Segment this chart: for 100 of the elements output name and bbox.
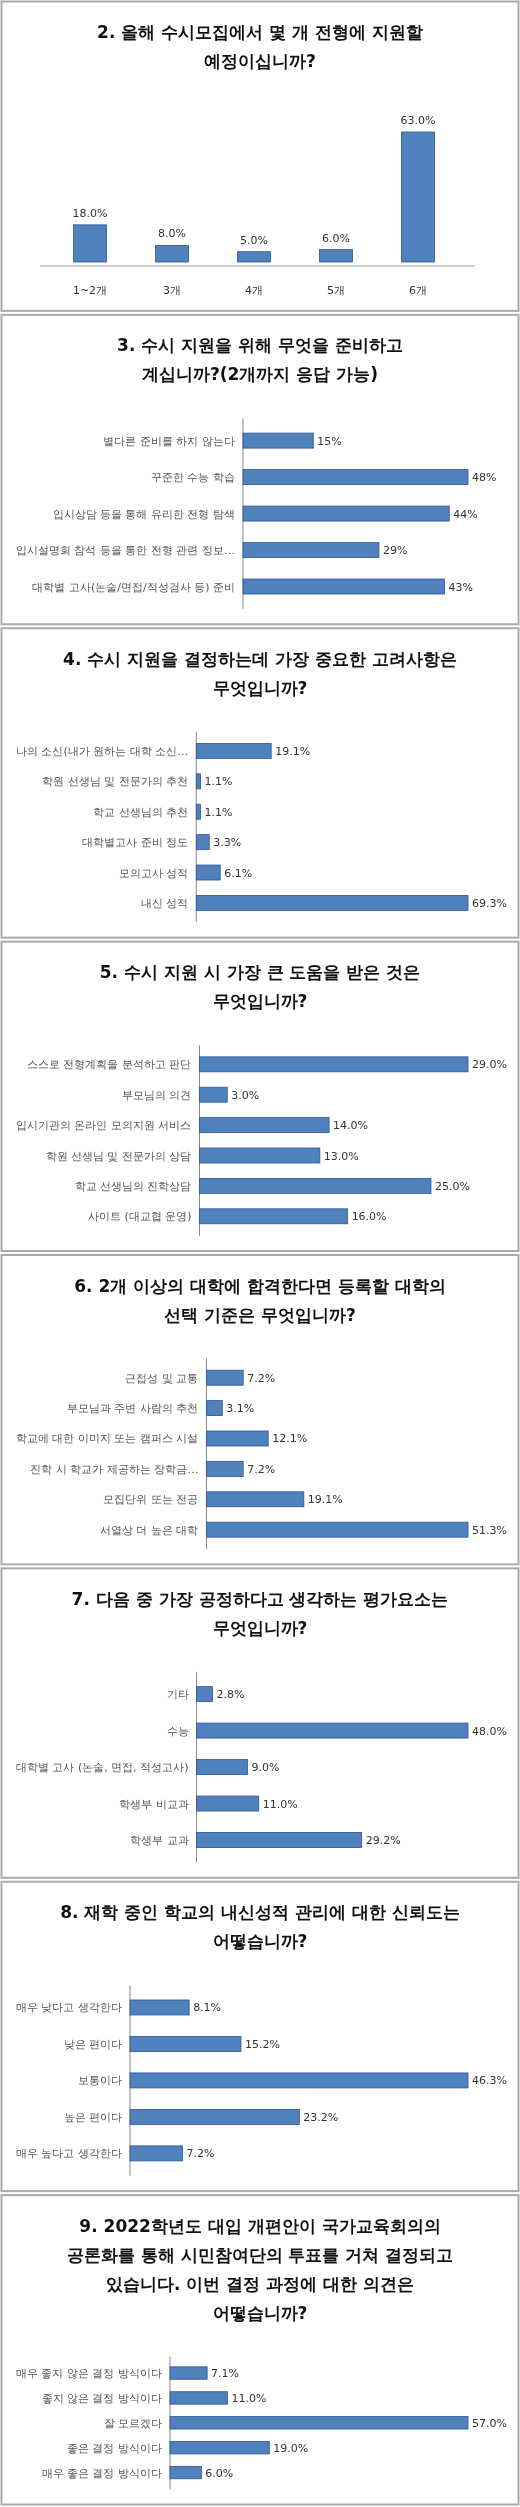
bar [129, 1999, 190, 2016]
data-label: 11.0% [262, 1797, 298, 1811]
data-label: 19.0% [273, 2441, 309, 2455]
data-label: 13.0% [323, 1149, 359, 1163]
y-tick-label: 대학별 고사 (논술, 면접, 적성고사) [16, 1761, 189, 1775]
bar [242, 432, 314, 449]
bar [199, 1086, 228, 1103]
bar [237, 251, 271, 263]
bar [195, 895, 469, 911]
bar [206, 1369, 244, 1386]
chart-title: 6. 2개 이상의 대학에 합격한다면 등록할 대학의 선택 기준은 무엇입니까? [74, 1275, 446, 1325]
data-label: 19.1% [307, 1493, 343, 1507]
chart-title: 9. 2022학년도 대입 개편안이 국가교육회의의 공론화를 통해 시민참여단의 투표를 거쳐 결정되고 있습니다. 이번 결정 과정에 대한 의견은 어떻습니까? [66, 2215, 454, 2323]
data-label: 29.2% [365, 1834, 401, 1848]
data-label: 5.0% [240, 233, 268, 247]
y-tick-label: 학교 선생님의 추천 [93, 805, 189, 819]
bar [129, 2109, 300, 2125]
data-label: 29% [382, 544, 408, 558]
bar [195, 743, 272, 759]
bar [129, 2072, 469, 2089]
chart-title: 3. 수시 지원을 위해 무엇을 준비하고 계십니까?(2개까지 응답 가능) [117, 335, 403, 385]
y-tick-label: 학교에 대한 이미지 또는 캠퍼스 시설 [16, 1432, 199, 1446]
y-tick-label: 대학별고사 준비 정도 [82, 836, 189, 850]
data-label: 6.1% [224, 866, 253, 880]
y-tick-label: 매우 낮다고 생각한다 [16, 2001, 122, 2015]
bar [169, 2366, 208, 2380]
y-tick-label: 꾸준한 수능 학습 [150, 471, 235, 485]
data-label: 8.1% [193, 2001, 222, 2015]
data-label: 2.8% [216, 1688, 245, 1702]
y-tick-label: 대학별 고사(논술/면접/적성검사 등) 준비 [32, 580, 235, 594]
data-label: 44% [453, 507, 478, 521]
bar [199, 1178, 432, 1194]
data-label: 6.0% [322, 231, 350, 245]
bar [206, 1400, 223, 1416]
bar [169, 2441, 270, 2455]
x-tick-label: 5개 [327, 284, 345, 297]
y-tick-label: 입시기관의 온라인 모의지원 서비스 [16, 1119, 192, 1133]
bar [206, 1460, 244, 1477]
bar [196, 1759, 248, 1775]
y-tick-label: 좋지 않은 결정 방식이다 [41, 2391, 162, 2405]
bar [242, 505, 450, 522]
data-label: 29.0% [472, 1058, 507, 1072]
x-tick-label: 1~2개 [72, 284, 108, 297]
data-label: 3.3% [213, 836, 242, 850]
data-label: 51.3% [472, 1523, 507, 1537]
data-label: 1.1% [204, 775, 233, 789]
bar [195, 834, 210, 851]
y-tick-label: 모의고사 성적 [118, 866, 189, 880]
y-tick-label: 낮은 편이다 [63, 2037, 122, 2051]
y-tick-label: 매우 좋은 결정 방식이다 [41, 2466, 162, 2480]
y-tick-label: 기타 [166, 1688, 189, 1702]
y-tick-label: 학원 선생님 및 전문가의 추천 [42, 775, 189, 789]
bar [242, 578, 445, 595]
chart-title: 4. 수시 지원을 결정하는데 가장 중요한 고려사항은 무엇입니까? [63, 648, 457, 698]
bar [195, 773, 201, 790]
y-tick-label: 보통이다 [78, 2074, 122, 2088]
y-tick-label: 수능 [166, 1724, 189, 1738]
y-tick-label: 근접성 및 교통 [125, 1371, 199, 1385]
bar [206, 1430, 269, 1447]
data-label: 8.0% [158, 227, 186, 241]
data-label: 7.2% [186, 2147, 215, 2161]
bar [73, 224, 107, 263]
data-label: 3.0% [231, 1088, 260, 1102]
bar [129, 2036, 242, 2052]
y-tick-label: 학교 선생님의 진학상담 [74, 1179, 192, 1193]
bar [196, 1832, 363, 1848]
bar [155, 245, 189, 263]
data-label: 46.3% [472, 2074, 507, 2088]
y-tick-label: 입시설명회 참석 등을 통한 전형 관련 정보… [16, 544, 235, 558]
chart-title: 8. 재학 중인 학교의 내신성적 관리에 대한 신뢰도는 어떻습니까? [60, 1902, 460, 1952]
data-label: 9.0% [251, 1761, 280, 1775]
y-tick-label: 사이트 (대교협 운영) [87, 1210, 192, 1224]
y-tick-label: 스스로 전형계획을 분석하고 판단 [27, 1058, 192, 1072]
bar [196, 1722, 469, 1739]
bar [199, 1056, 469, 1073]
bar [206, 1521, 469, 1538]
data-label: 11.0% [231, 2391, 267, 2405]
bar [199, 1147, 321, 1164]
bar [319, 249, 353, 263]
data-label: 69.3% [472, 896, 507, 910]
chart-title: 7. 다음 중 가장 공정하다고 생각하는 평가요소는 무엇입니까? [71, 1588, 449, 1638]
data-label: 63.0% [400, 114, 436, 127]
y-tick-label: 학생부 비교과 [119, 1797, 189, 1811]
data-label: 18.0% [72, 206, 108, 220]
bar [169, 2391, 228, 2405]
data-label: 57.0% [472, 2416, 507, 2430]
data-label: 19.1% [275, 744, 311, 758]
y-tick-label: 서열상 더 높은 대학 [99, 1523, 199, 1537]
data-label: 43% [448, 580, 474, 594]
bar [129, 2145, 183, 2162]
y-tick-label: 높은 편이다 [63, 2110, 122, 2124]
data-label: 15.2% [244, 2037, 280, 2051]
data-label: 12.1% [272, 1432, 308, 1446]
bar [169, 2416, 469, 2430]
data-label: 7.2% [247, 1462, 276, 1476]
y-tick-label: 부모님의 의견 [122, 1088, 192, 1102]
y-tick-label: 내신 성적 [140, 896, 189, 910]
bar [199, 1117, 330, 1134]
x-tick-label: 3개 [163, 284, 181, 297]
y-tick-label: 학생부 교과 [130, 1834, 189, 1848]
